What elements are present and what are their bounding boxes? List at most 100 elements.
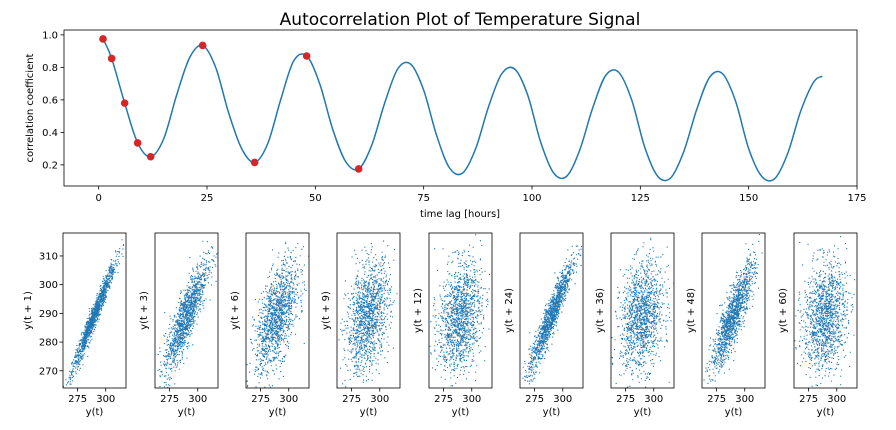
x-tick-label: 100 <box>522 193 541 204</box>
lag-scatter-panel: 275 300 y(t) y(t + 60) <box>778 232 858 418</box>
scatter-points <box>246 233 309 388</box>
panel-x-tick-label: 275 <box>68 394 87 405</box>
lag-scatter-panels: 275 300 y(t) 270 280 290 300 310 y(t + 1) 275 300 y… <box>23 232 858 418</box>
panel-x-tick-label: 300 <box>644 394 663 405</box>
scatter-point-cloud <box>429 234 491 387</box>
lag-marker <box>120 99 129 107</box>
x-tick-label: 150 <box>739 193 758 204</box>
plot-frame <box>63 29 858 187</box>
scatter-points <box>522 245 583 385</box>
panel-x-tick-label: 275 <box>342 394 361 405</box>
panel-x-label: y(t) <box>86 407 104 418</box>
autocorrelation-axes: 0 25 50 75 100 125 150 175 0.2 0.4 0.6 0.8 1.0 <box>42 29 867 204</box>
panel-x-tick-label: 300 <box>370 394 389 405</box>
panel-x-label: y(t) <box>269 407 287 418</box>
y-tick-label: 0.2 <box>42 160 58 171</box>
lag-marker <box>250 158 259 167</box>
panel-y-label: y(t + 1) <box>23 291 34 330</box>
x-tick-label: 50 <box>309 193 322 204</box>
lag-scatter-panel: 275 300 y(t) y(t + 36) <box>595 232 675 418</box>
lag-scatter-panel: 275 300 y(t) y(t + 12) <box>413 232 493 418</box>
lag-scatter-panel: 275 300 y(t) y(t + 9) <box>321 232 401 418</box>
scatter-points <box>63 239 125 387</box>
panel-x-tick-label: 275 <box>525 394 544 405</box>
x-axis-label: time lag [hours] <box>420 209 500 220</box>
scatter-point-cloud <box>794 236 856 387</box>
scatter-point-cloud <box>246 233 309 388</box>
panel-frame <box>428 232 493 389</box>
scatter-point-cloud <box>338 240 398 388</box>
lag-marker <box>198 41 207 50</box>
x-tick-label: 25 <box>201 193 214 204</box>
lag-marker <box>107 54 116 63</box>
lag-marker <box>133 139 142 147</box>
x-tick-label: 125 <box>631 193 650 204</box>
scatter-points <box>429 234 491 387</box>
y-tick-label: 0.6 <box>42 95 58 106</box>
panel-y-tick-label: 300 <box>39 280 58 291</box>
panel-x-label: y(t) <box>634 407 652 418</box>
lag-scatter-panel: 275 300 y(t) y(t + 3) <box>139 232 219 418</box>
panel-x-label: y(t) <box>543 407 561 418</box>
panel-x-tick-label: 300 <box>96 394 115 405</box>
chart-title: Autocorrelation Plot of Temperature Sign… <box>280 10 641 30</box>
panel-x-label: y(t) <box>178 407 196 418</box>
panel-frame <box>245 232 310 389</box>
panel-frame <box>336 232 401 389</box>
panel-frame <box>793 232 858 389</box>
panel-x-tick-label: 275 <box>251 394 270 405</box>
panel-frame <box>154 232 219 389</box>
scatter-point-cloud <box>703 234 763 388</box>
panel-frame <box>62 232 127 389</box>
lag-scatter-panel: 275 300 y(t) 270 280 290 300 310 y(t + 1) <box>23 232 127 418</box>
panel-frame <box>519 232 584 389</box>
scatter-points <box>794 236 856 387</box>
panel-x-tick-label: 300 <box>827 394 846 405</box>
panel-x-label: y(t) <box>817 407 835 418</box>
scatter-point-cloud <box>611 237 674 388</box>
panel-x-tick-label: 300 <box>279 394 298 405</box>
panel-x-tick-label: 275 <box>434 394 453 405</box>
panel-x-tick-label: 275 <box>799 394 818 405</box>
lag-scatter-panel: 275 300 y(t) y(t + 48) <box>686 232 766 418</box>
panel-y-label: y(t + 12) <box>413 288 424 333</box>
autocorrelation-line <box>102 38 823 182</box>
panel-y-tick-label: 310 <box>39 251 58 262</box>
panel-x-tick-label: 300 <box>735 394 754 405</box>
scatter-point-cloud <box>63 239 125 387</box>
panel-x-label: y(t) <box>452 407 470 418</box>
y-tick-label: 1.0 <box>42 30 58 41</box>
panel-y-label: y(t + 9) <box>321 291 332 330</box>
y-axis-label: correlation coefficient <box>25 53 36 162</box>
scatter-points <box>611 237 674 388</box>
scatter-points <box>703 234 763 388</box>
panel-x-tick-label: 275 <box>707 394 726 405</box>
panel-y-label: y(t + 24) <box>504 288 515 333</box>
lag-scatter-panel: 275 300 y(t) y(t + 24) <box>504 232 584 418</box>
panel-x-tick-label: 300 <box>553 394 572 405</box>
panel-y-tick-label: 290 <box>39 309 58 320</box>
panel-x-tick-label: 300 <box>188 394 207 405</box>
lag-marker <box>99 35 107 43</box>
lag-marker <box>302 52 311 60</box>
panel-y-label: y(t + 48) <box>686 288 697 333</box>
panel-y-tick-label: 270 <box>39 366 58 377</box>
lag-scatter-panel: 275 300 y(t) y(t + 6) <box>230 232 310 418</box>
panel-y-label: y(t + 60) <box>778 288 789 333</box>
x-tick-label: 0 <box>95 193 101 204</box>
lag-marker <box>146 152 155 161</box>
panel-y-label: y(t + 36) <box>595 288 606 333</box>
panel-x-label: y(t) <box>360 407 378 418</box>
scatter-points <box>338 240 398 388</box>
panel-y-tick-label: 280 <box>39 338 58 349</box>
scatter-point-cloud <box>155 240 218 388</box>
scatter-point-cloud <box>522 245 583 385</box>
x-tick-label: 75 <box>417 193 430 204</box>
panel-frame <box>610 232 675 389</box>
panel-y-label: y(t + 6) <box>230 291 241 330</box>
panel-y-label: y(t + 3) <box>139 291 150 330</box>
y-tick-label: 0.8 <box>42 63 58 74</box>
panel-frame <box>701 232 766 389</box>
panel-x-tick-label: 275 <box>160 394 179 405</box>
